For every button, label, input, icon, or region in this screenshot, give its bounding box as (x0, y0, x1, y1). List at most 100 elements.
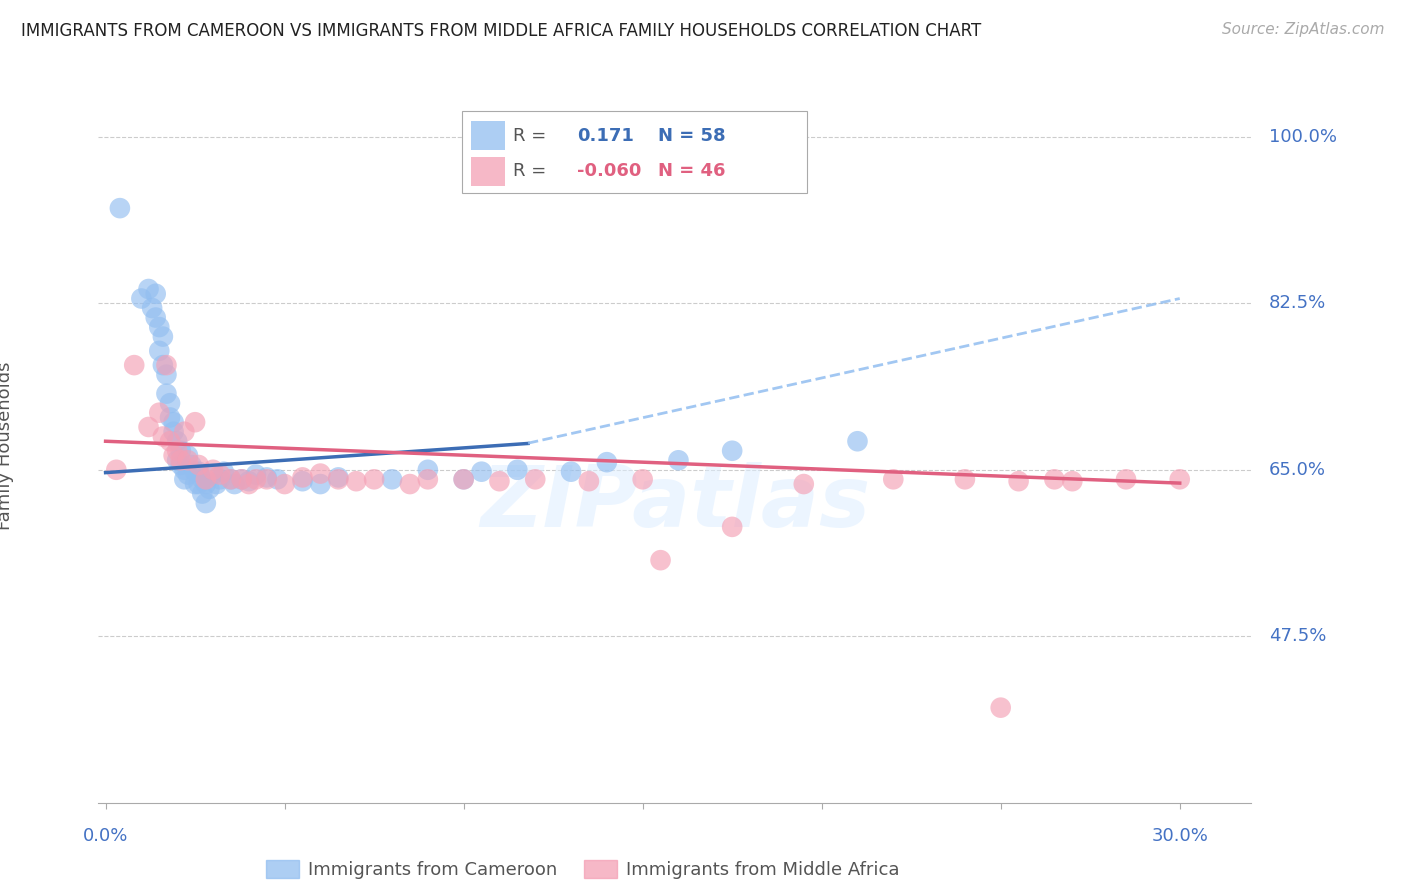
Point (1168, 472, 1191, 486)
Point (148, 406, 170, 420)
Point (1007, 474, 1029, 488)
Point (309, 467, 332, 481)
Point (453, 472, 475, 486)
Bar (471, 157, 505, 186)
Point (145, 286, 167, 301)
Point (177, 453, 200, 467)
Point (416, 472, 439, 486)
Point (198, 482, 221, 496)
Text: 0.0%: 0.0% (83, 827, 128, 845)
Point (162, 449, 184, 463)
Point (506, 463, 529, 477)
Point (166, 453, 188, 467)
Text: 47.5%: 47.5% (1270, 627, 1327, 645)
Point (238, 474, 260, 488)
Point (184, 415, 207, 429)
Point (159, 434, 181, 449)
Point (184, 465, 207, 479)
Point (177, 449, 200, 463)
Point (578, 474, 600, 488)
Point (194, 472, 217, 486)
Point (524, 472, 547, 486)
Point (152, 429, 174, 443)
Point (180, 458, 202, 472)
Text: 100.0%: 100.0% (1270, 128, 1337, 145)
Point (344, 474, 367, 488)
Text: N = 46: N = 46 (658, 162, 725, 180)
Text: ZIPatlas: ZIPatlas (479, 461, 870, 545)
Point (212, 465, 235, 479)
Point (145, 310, 167, 325)
Point (201, 463, 224, 477)
Point (191, 472, 214, 486)
Point (219, 472, 242, 486)
Point (381, 472, 404, 486)
Point (166, 434, 188, 449)
Point (245, 472, 267, 486)
Point (245, 467, 267, 482)
Point (846, 434, 869, 449)
Point (990, 700, 1012, 714)
Point (159, 410, 181, 425)
Text: R =: R = (513, 127, 547, 145)
Point (793, 477, 815, 491)
Point (266, 472, 288, 486)
Point (328, 472, 350, 486)
Point (105, 463, 128, 477)
Point (416, 463, 439, 477)
Point (231, 472, 253, 486)
Text: IMMIGRANTS FROM CAMEROON VS IMMIGRANTS FROM MIDDLE AFRICA FAMILY HOUSEHOLDS CORR: IMMIGRANTS FROM CAMEROON VS IMMIGRANTS F… (21, 22, 981, 40)
Point (138, 420, 160, 434)
Point (191, 486, 214, 500)
Point (173, 472, 195, 486)
Point (173, 425, 195, 439)
Point (131, 292, 153, 306)
Point (219, 472, 242, 486)
Point (953, 472, 976, 486)
Text: -0.060: -0.060 (576, 162, 641, 180)
Text: 30.0%: 30.0% (1152, 827, 1208, 845)
Text: 82.5%: 82.5% (1270, 294, 1326, 312)
Text: R =: R = (513, 162, 547, 180)
Point (488, 474, 510, 488)
Point (273, 477, 295, 491)
Point (148, 343, 170, 358)
Point (162, 415, 184, 429)
Point (108, 201, 131, 215)
Point (328, 470, 350, 484)
Point (291, 470, 314, 484)
Point (201, 467, 224, 482)
Legend: Immigrants from Cameroon, Immigrants from Middle Africa: Immigrants from Cameroon, Immigrants fro… (259, 853, 907, 887)
Point (155, 358, 177, 372)
Point (155, 386, 177, 401)
Point (155, 368, 177, 382)
Point (209, 472, 232, 486)
Point (194, 496, 217, 510)
Point (194, 477, 217, 491)
Point (721, 443, 744, 458)
Point (141, 301, 163, 315)
Bar (471, 121, 505, 150)
Point (170, 443, 193, 458)
Point (159, 396, 181, 410)
Point (162, 425, 184, 439)
Text: N = 58: N = 58 (658, 127, 725, 145)
Point (650, 553, 672, 567)
Text: Source: ZipAtlas.com: Source: ZipAtlas.com (1222, 22, 1385, 37)
Point (363, 472, 385, 486)
Point (453, 472, 475, 486)
Point (148, 320, 170, 334)
Point (560, 465, 582, 479)
Point (170, 458, 193, 472)
Point (238, 477, 260, 491)
Text: 0.171: 0.171 (576, 127, 634, 145)
Point (1043, 472, 1066, 486)
Point (205, 477, 228, 491)
Point (173, 463, 195, 477)
Point (470, 465, 492, 479)
Point (224, 477, 246, 491)
Point (631, 472, 654, 486)
Point (596, 455, 619, 469)
Point (256, 472, 278, 486)
Point (1062, 474, 1084, 488)
